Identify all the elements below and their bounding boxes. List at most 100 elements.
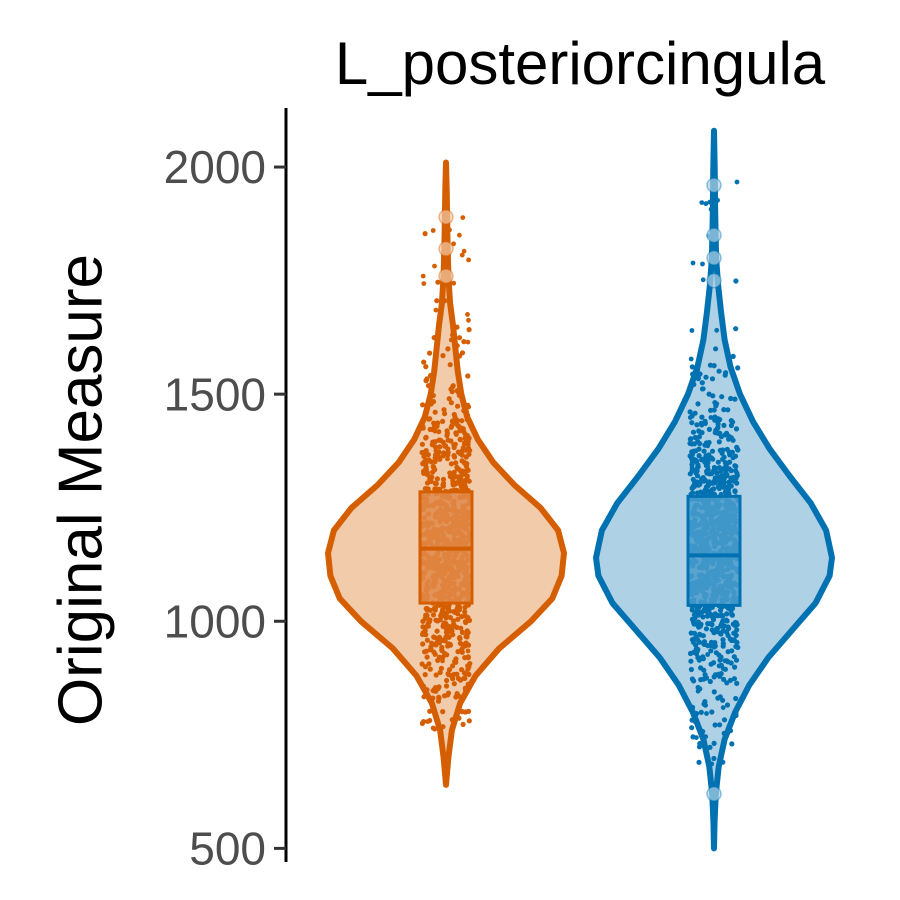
data-point [720,643,726,649]
data-point [432,444,438,450]
data-point [704,470,710,476]
data-point [426,661,432,667]
data-point [428,372,434,379]
data-point [698,677,704,683]
data-point [696,744,703,750]
outlier-point [438,209,454,225]
data-point [454,343,460,349]
data-point [440,658,445,664]
data-point [720,618,726,624]
data-point [451,454,458,460]
data-point [445,456,450,462]
data-point [689,717,695,723]
data-point [724,611,730,617]
data-point [726,479,732,485]
data-point [712,722,718,728]
y-tick-label: 1500 [164,368,266,420]
data-point [465,339,471,345]
data-point [440,709,446,715]
data-point [467,661,473,667]
data-point [427,350,433,356]
data-point [711,486,717,492]
data-point [432,409,438,415]
data-point [430,725,436,731]
data-point [693,711,700,717]
data-point [703,626,710,632]
data-point [691,381,697,388]
data-point [708,206,714,212]
data-point [466,317,471,323]
data-point [734,473,740,479]
outlier-point [438,241,454,257]
data-point [428,644,434,650]
data-point [457,450,463,456]
chart-title: L_posteriorcingula [335,30,826,97]
data-point [703,374,709,380]
data-point [434,628,440,634]
data-point [463,671,469,677]
data-point [445,692,451,698]
data-point [721,422,727,428]
data-point [465,373,471,379]
data-point [430,228,436,233]
data-point [454,624,460,631]
data-point [692,410,698,416]
data-point [444,622,449,628]
data-point [694,469,700,475]
data-point [432,263,437,269]
data-point [732,396,738,402]
data-point [695,637,701,643]
data-point [452,659,457,664]
data-point [690,260,696,266]
data-point [688,356,694,362]
data-point [451,280,457,286]
data-point [431,424,437,429]
data-point [433,688,439,694]
data-point [716,474,723,480]
data-point [444,677,450,684]
data-point [420,423,426,429]
data-point [732,488,738,495]
data-point [424,606,430,612]
data-point [718,654,724,660]
data-point [425,383,432,389]
data-point [463,619,469,626]
data-point [711,674,717,680]
data-point [696,657,702,663]
data-point [427,474,433,480]
outlier-point [706,786,722,802]
data-point [436,654,443,660]
data-point [694,735,699,740]
data-point [457,232,462,238]
data-point [459,709,465,715]
outlier-point [438,268,454,284]
data-point [702,442,708,448]
y-tick-label: 500 [189,822,266,874]
data-point [425,719,431,724]
data-point [451,442,457,448]
data-point [454,671,460,677]
data-point [689,420,695,426]
data-point [423,378,429,384]
data-point [695,688,701,694]
data-point [423,460,429,466]
data-point [443,612,449,619]
data-point [427,666,433,672]
data-point [464,473,470,479]
data-point [707,199,713,205]
data-point [728,418,734,424]
data-point [441,407,447,413]
data-point [732,630,738,636]
data-point [723,370,729,376]
data-point [731,676,738,682]
data-point [432,428,438,434]
data-point [452,414,458,420]
data-point [442,298,448,304]
data-point [448,626,454,632]
data-point [734,622,740,628]
data-point [440,418,446,424]
data-point [437,444,443,450]
data-point [458,478,465,484]
data-point [440,453,446,459]
data-point [426,416,432,422]
